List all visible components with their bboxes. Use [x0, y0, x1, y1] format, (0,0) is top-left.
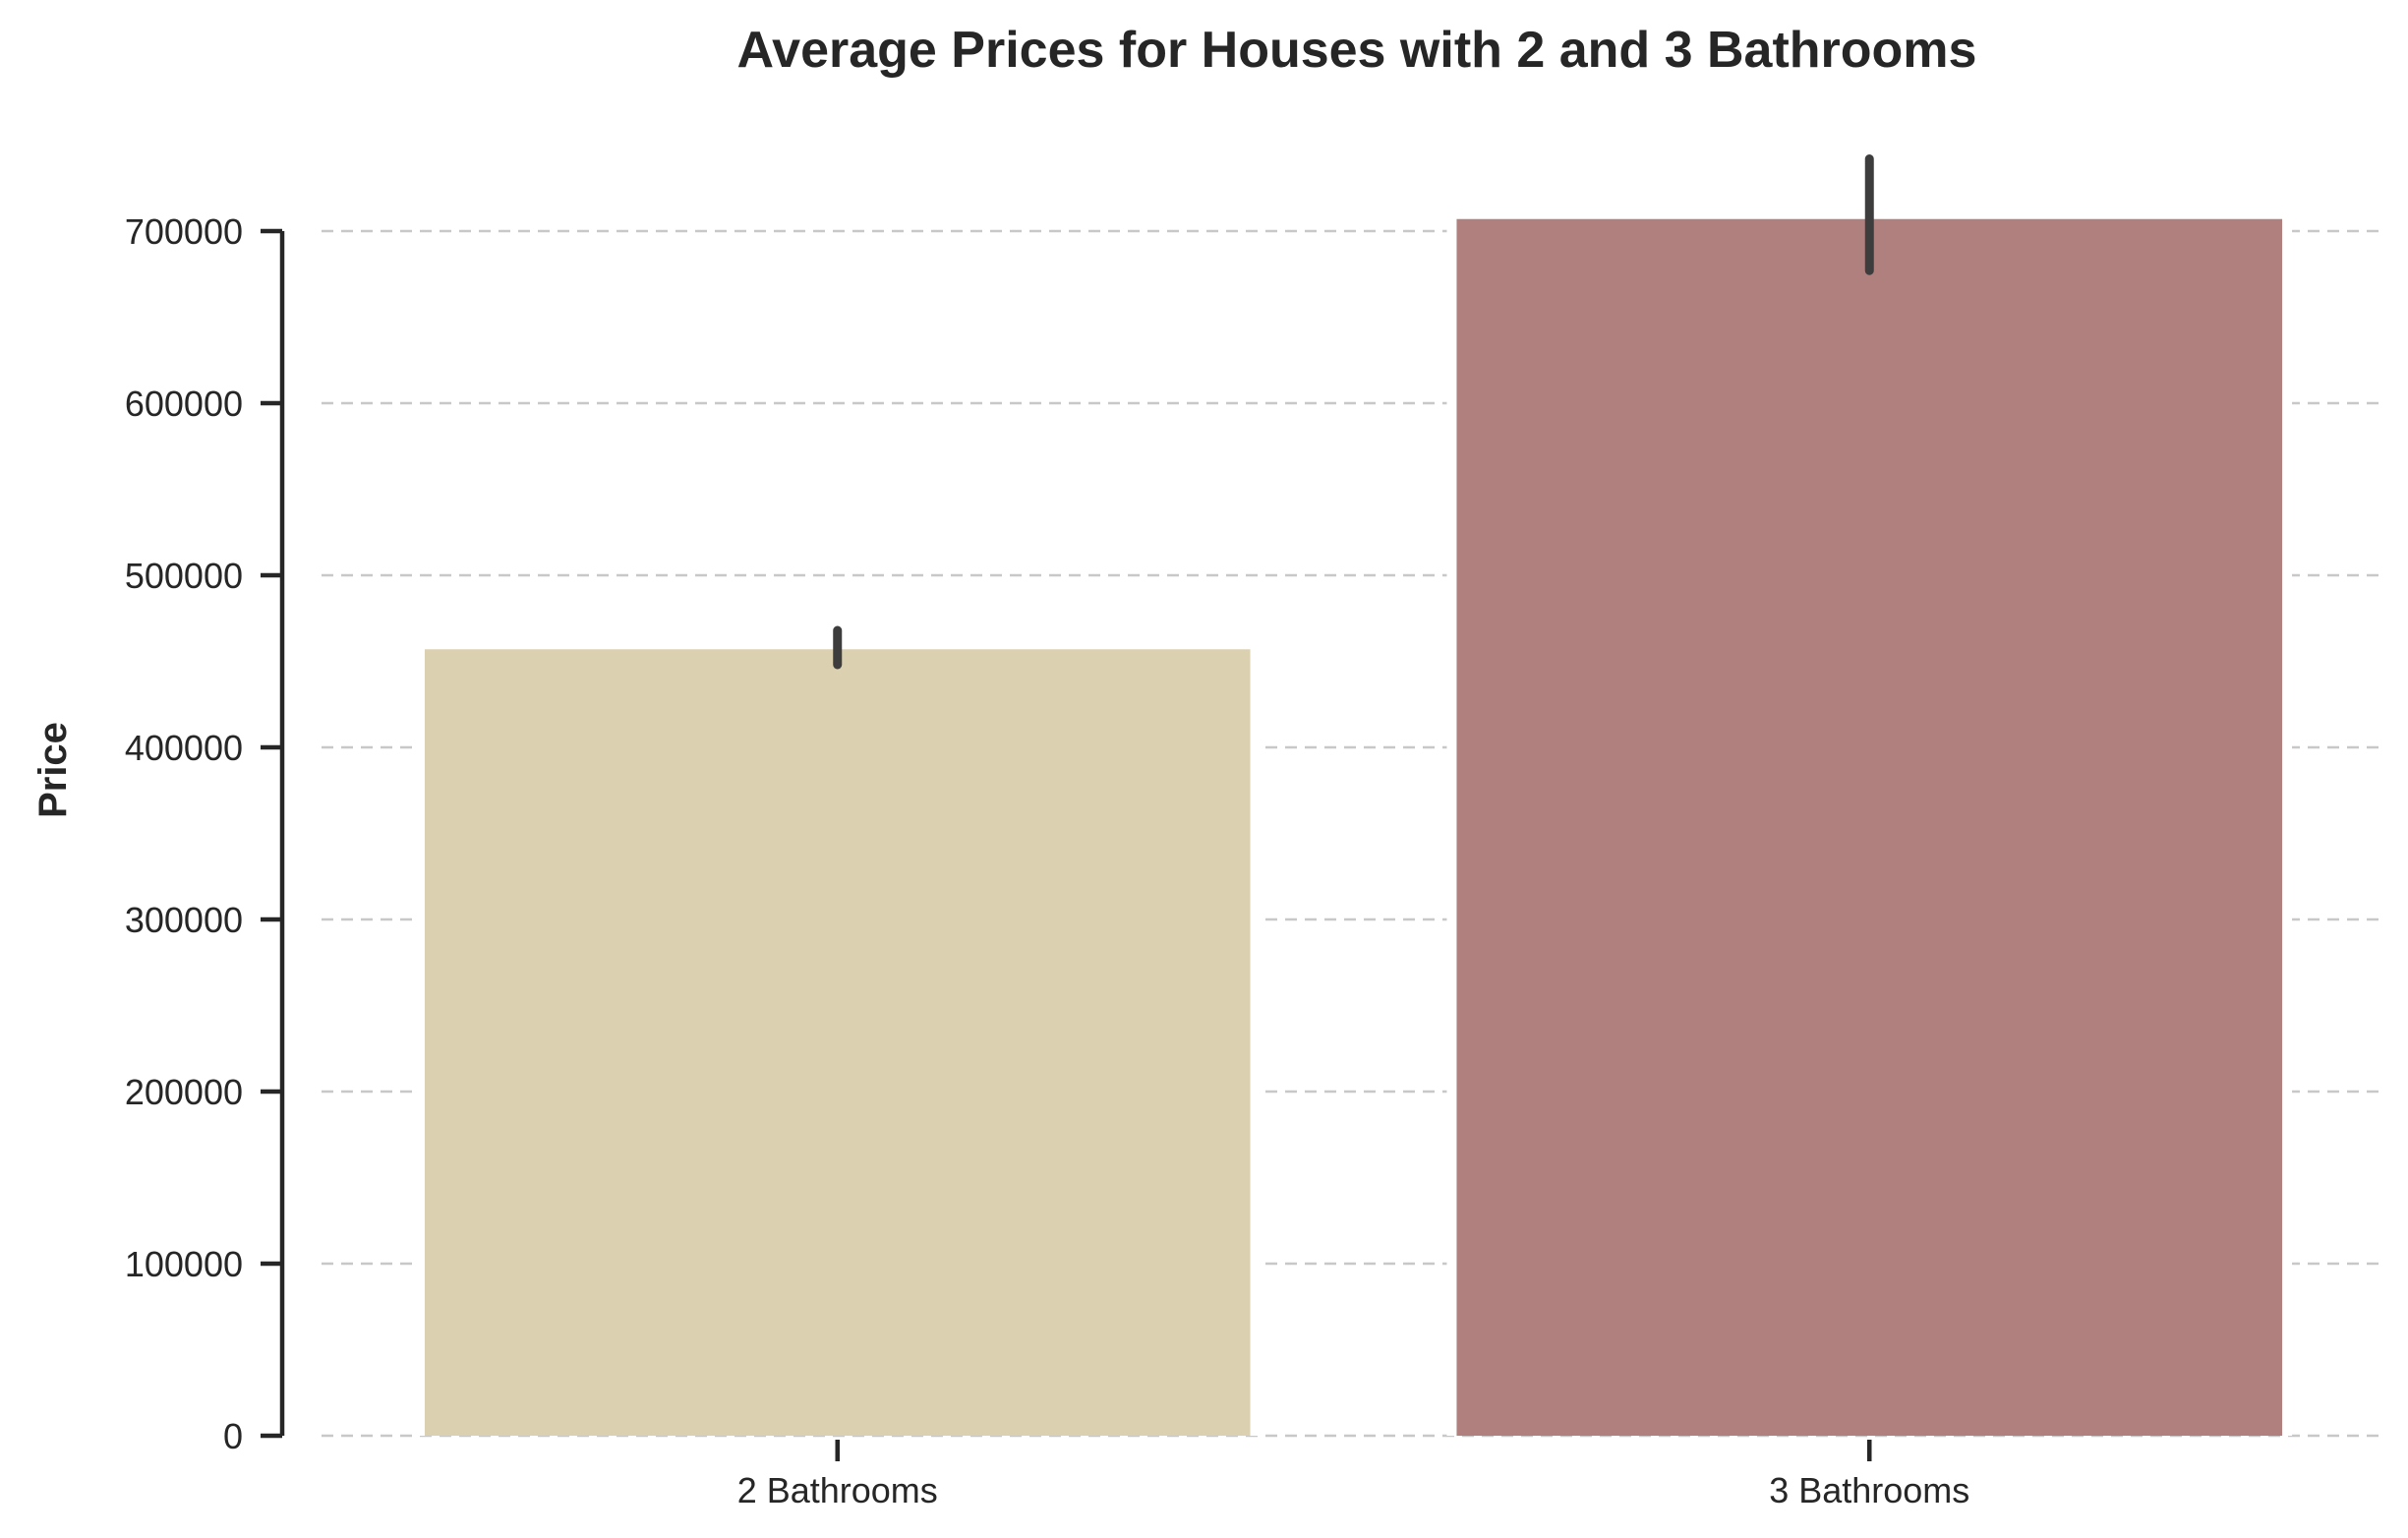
error-bar-layer [833, 154, 1874, 670]
y-tick-label: 100000 [125, 1244, 243, 1284]
y-tick-label: 200000 [125, 1072, 243, 1112]
bar [424, 649, 1251, 1436]
axis-layer: 0 100000 200000 300000 400000 500000 600000 700… [125, 211, 1969, 1510]
x-tick-label: 3 Bathrooms [1769, 1470, 1969, 1510]
y-tick-label: 400000 [125, 728, 243, 768]
y-tick-label: 500000 [125, 556, 243, 596]
x-tick-label: 2 Bathrooms [737, 1470, 938, 1510]
y-tick-label: 700000 [125, 211, 243, 252]
chart-title: Average Prices for Houses with 2 and 3 B… [737, 22, 1977, 79]
y-axis-label: Price [31, 722, 75, 818]
y-tick-label: 300000 [125, 900, 243, 940]
bar [1456, 218, 2283, 1436]
y-tick-label: 600000 [125, 384, 243, 424]
bar-layer [414, 218, 2293, 1436]
y-tick-label: 0 [223, 1416, 243, 1456]
